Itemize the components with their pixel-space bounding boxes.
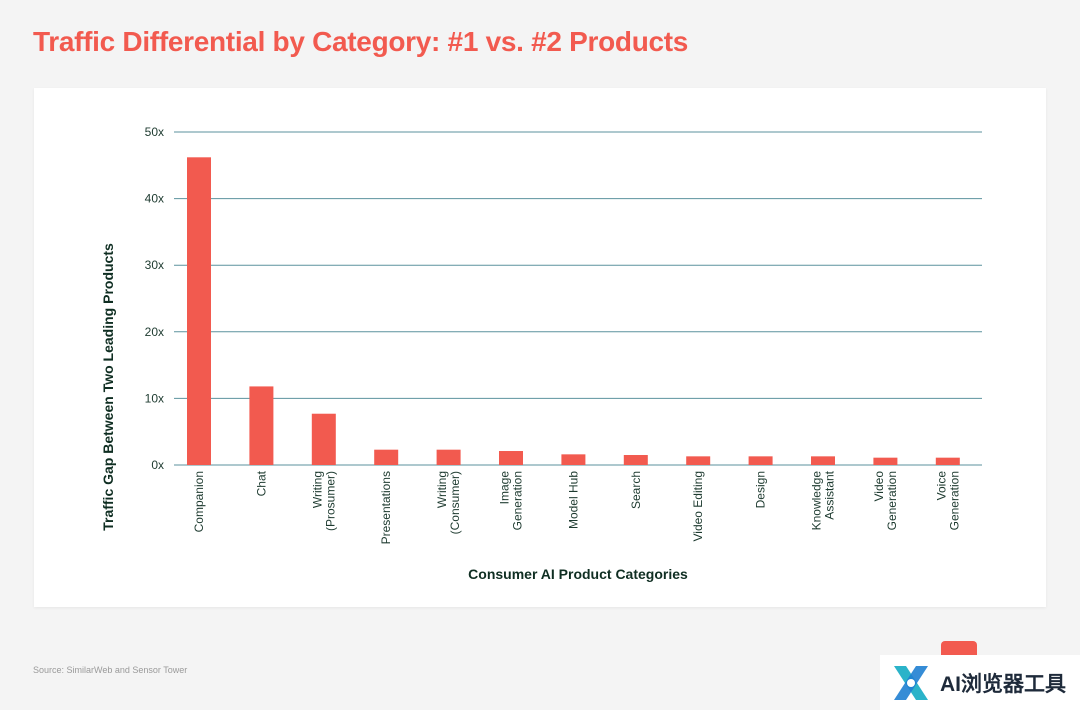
x-tick-label: Video — [872, 471, 886, 502]
x-tick-label: Voice — [934, 471, 948, 501]
bar — [561, 454, 586, 465]
bar — [374, 449, 399, 465]
bar — [935, 457, 960, 465]
x-tick-label: Generation — [511, 471, 525, 530]
x-tick-label: (Prosumer) — [323, 471, 337, 531]
x-tick-label: Design — [754, 471, 768, 508]
bar — [748, 456, 773, 465]
y-tick-label: 30x — [145, 258, 164, 272]
x-tick-label: Knowledge — [810, 471, 824, 531]
bar — [811, 456, 835, 465]
page-title: Traffic Differential by Category: #1 vs.… — [33, 26, 689, 57]
x-tick-label: Model Hub — [566, 471, 580, 529]
y-tick-label: 40x — [145, 192, 164, 206]
x-tick-label: (Consumer) — [448, 471, 462, 534]
x-tick-labels: Companion Chat Writing (Prosumer) Presentati… — [192, 470, 961, 544]
y-tick-label: 50x — [145, 125, 164, 139]
x-tick-label: Search — [629, 471, 643, 509]
x-tick-label: Generation — [947, 471, 961, 530]
y-tick-labels: 0x 10x 20x 30x 40x 50x — [145, 125, 164, 472]
bar — [686, 456, 711, 465]
x-tick-label: Presentations — [379, 471, 393, 544]
bar — [873, 457, 898, 465]
x-tick-label: Companion — [192, 471, 206, 532]
bar — [623, 455, 648, 465]
bars — [187, 157, 960, 466]
x-tick-label: Image — [498, 471, 512, 505]
y-axis-label: Traffic Gap Between Two Leading Products — [100, 243, 116, 531]
x-tick-label: Writing — [310, 471, 324, 508]
x-tick-label: Chat — [254, 470, 268, 496]
bar — [311, 413, 336, 465]
x-tick-label: Writing — [435, 471, 449, 508]
x-tick-label: Video Editing — [691, 471, 705, 542]
y-tick-label: 10x — [145, 391, 164, 405]
bar — [499, 451, 523, 465]
gridlines — [174, 131, 982, 466]
y-tick-label: 0x — [151, 458, 164, 472]
bar — [249, 386, 274, 465]
bar — [187, 157, 211, 466]
source-note: Source: SimilarWeb and Sensor Tower — [33, 665, 188, 675]
watermark-text: AI浏览器工具 — [940, 672, 1066, 696]
x-logo-icon — [894, 665, 928, 700]
chart-card: 0x 10x 20x 30x 40x 50x Companion Chat Writing (P… — [34, 88, 1046, 607]
x-tick-label: Assistant — [823, 470, 837, 519]
y-tick-label: 20x — [145, 325, 164, 339]
x-tick-label: Generation — [885, 471, 899, 530]
watermark: AI浏览器工具 — [880, 655, 1080, 710]
x-axis-label: Consumer AI Product Categories — [468, 566, 688, 582]
bar — [436, 449, 461, 465]
